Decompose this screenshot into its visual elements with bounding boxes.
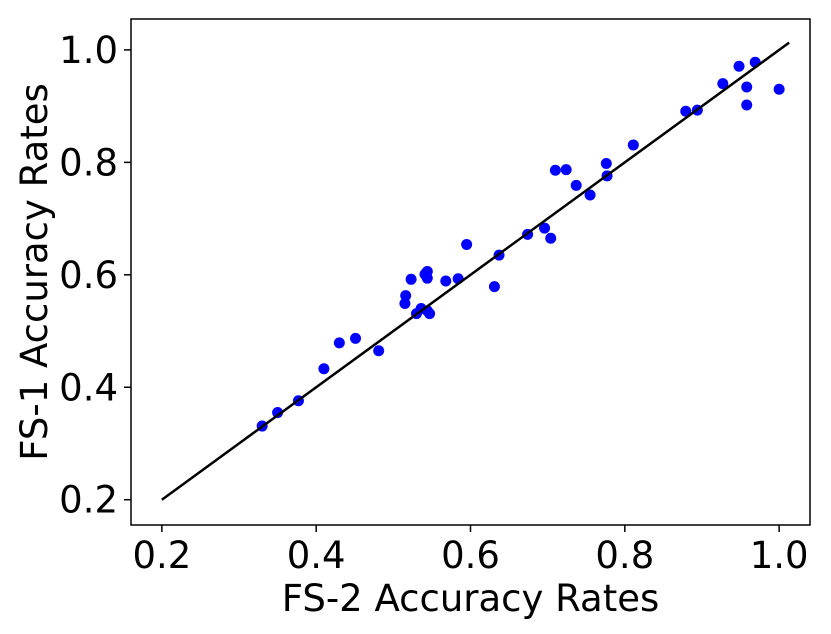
- scatter-point: [773, 83, 785, 95]
- y-tick-label: 0.2: [59, 479, 118, 522]
- scatter-point: [539, 222, 551, 234]
- scatter-point: [584, 189, 596, 201]
- scatter-point: [461, 238, 473, 250]
- scatter-point: [600, 157, 612, 169]
- y-tick-label: 0.6: [59, 254, 118, 297]
- scatter-point: [560, 164, 572, 176]
- axis-tick-labels: 0.2 0.4 0.6 0.8 1.0 0.2 0.4 0.6 0.8 1.0: [59, 29, 808, 577]
- scatter-point: [741, 81, 753, 93]
- scatter-point: [733, 60, 745, 72]
- scatter-point: [488, 281, 500, 293]
- reference-line-layer: [161, 41, 790, 501]
- y-tick-label: 0.4: [59, 366, 118, 409]
- plot-frame: [130, 18, 811, 526]
- x-axis-title: FS-2 Accuracy Rates: [282, 577, 660, 620]
- y-tick-label: 1.0: [59, 29, 118, 72]
- scatter-point: [405, 273, 417, 285]
- scatter-point: [272, 407, 284, 419]
- x-tick-label: 0.6: [441, 534, 500, 577]
- x-tick-label: 0.4: [287, 534, 346, 577]
- scatter-point: [421, 272, 433, 284]
- scatter-point: [680, 105, 692, 117]
- scatter-point: [570, 179, 582, 191]
- x-tick-label: 1.0: [750, 534, 809, 577]
- scatter-point: [717, 78, 729, 90]
- scatter-point: [400, 290, 412, 302]
- scatter-point: [741, 99, 753, 111]
- scatter-point: [627, 139, 639, 151]
- y-tick-label: 0.8: [59, 141, 118, 184]
- scatter-point: [373, 345, 385, 357]
- scatter-point: [440, 275, 452, 287]
- x-tick-label: 0.8: [595, 534, 654, 577]
- reference-line: [161, 41, 790, 501]
- scatter-point: [350, 332, 362, 344]
- data-points: [256, 56, 785, 432]
- scatter-point: [318, 363, 330, 375]
- y-axis-title: FS-1 Accuracy Rates: [13, 83, 56, 461]
- scatter-point: [424, 308, 436, 320]
- scatter-point: [545, 232, 557, 244]
- scatter-point: [333, 337, 345, 349]
- x-tick-label: 0.2: [132, 534, 191, 577]
- scatter-point: [549, 164, 561, 176]
- axis-ticks: [124, 49, 780, 532]
